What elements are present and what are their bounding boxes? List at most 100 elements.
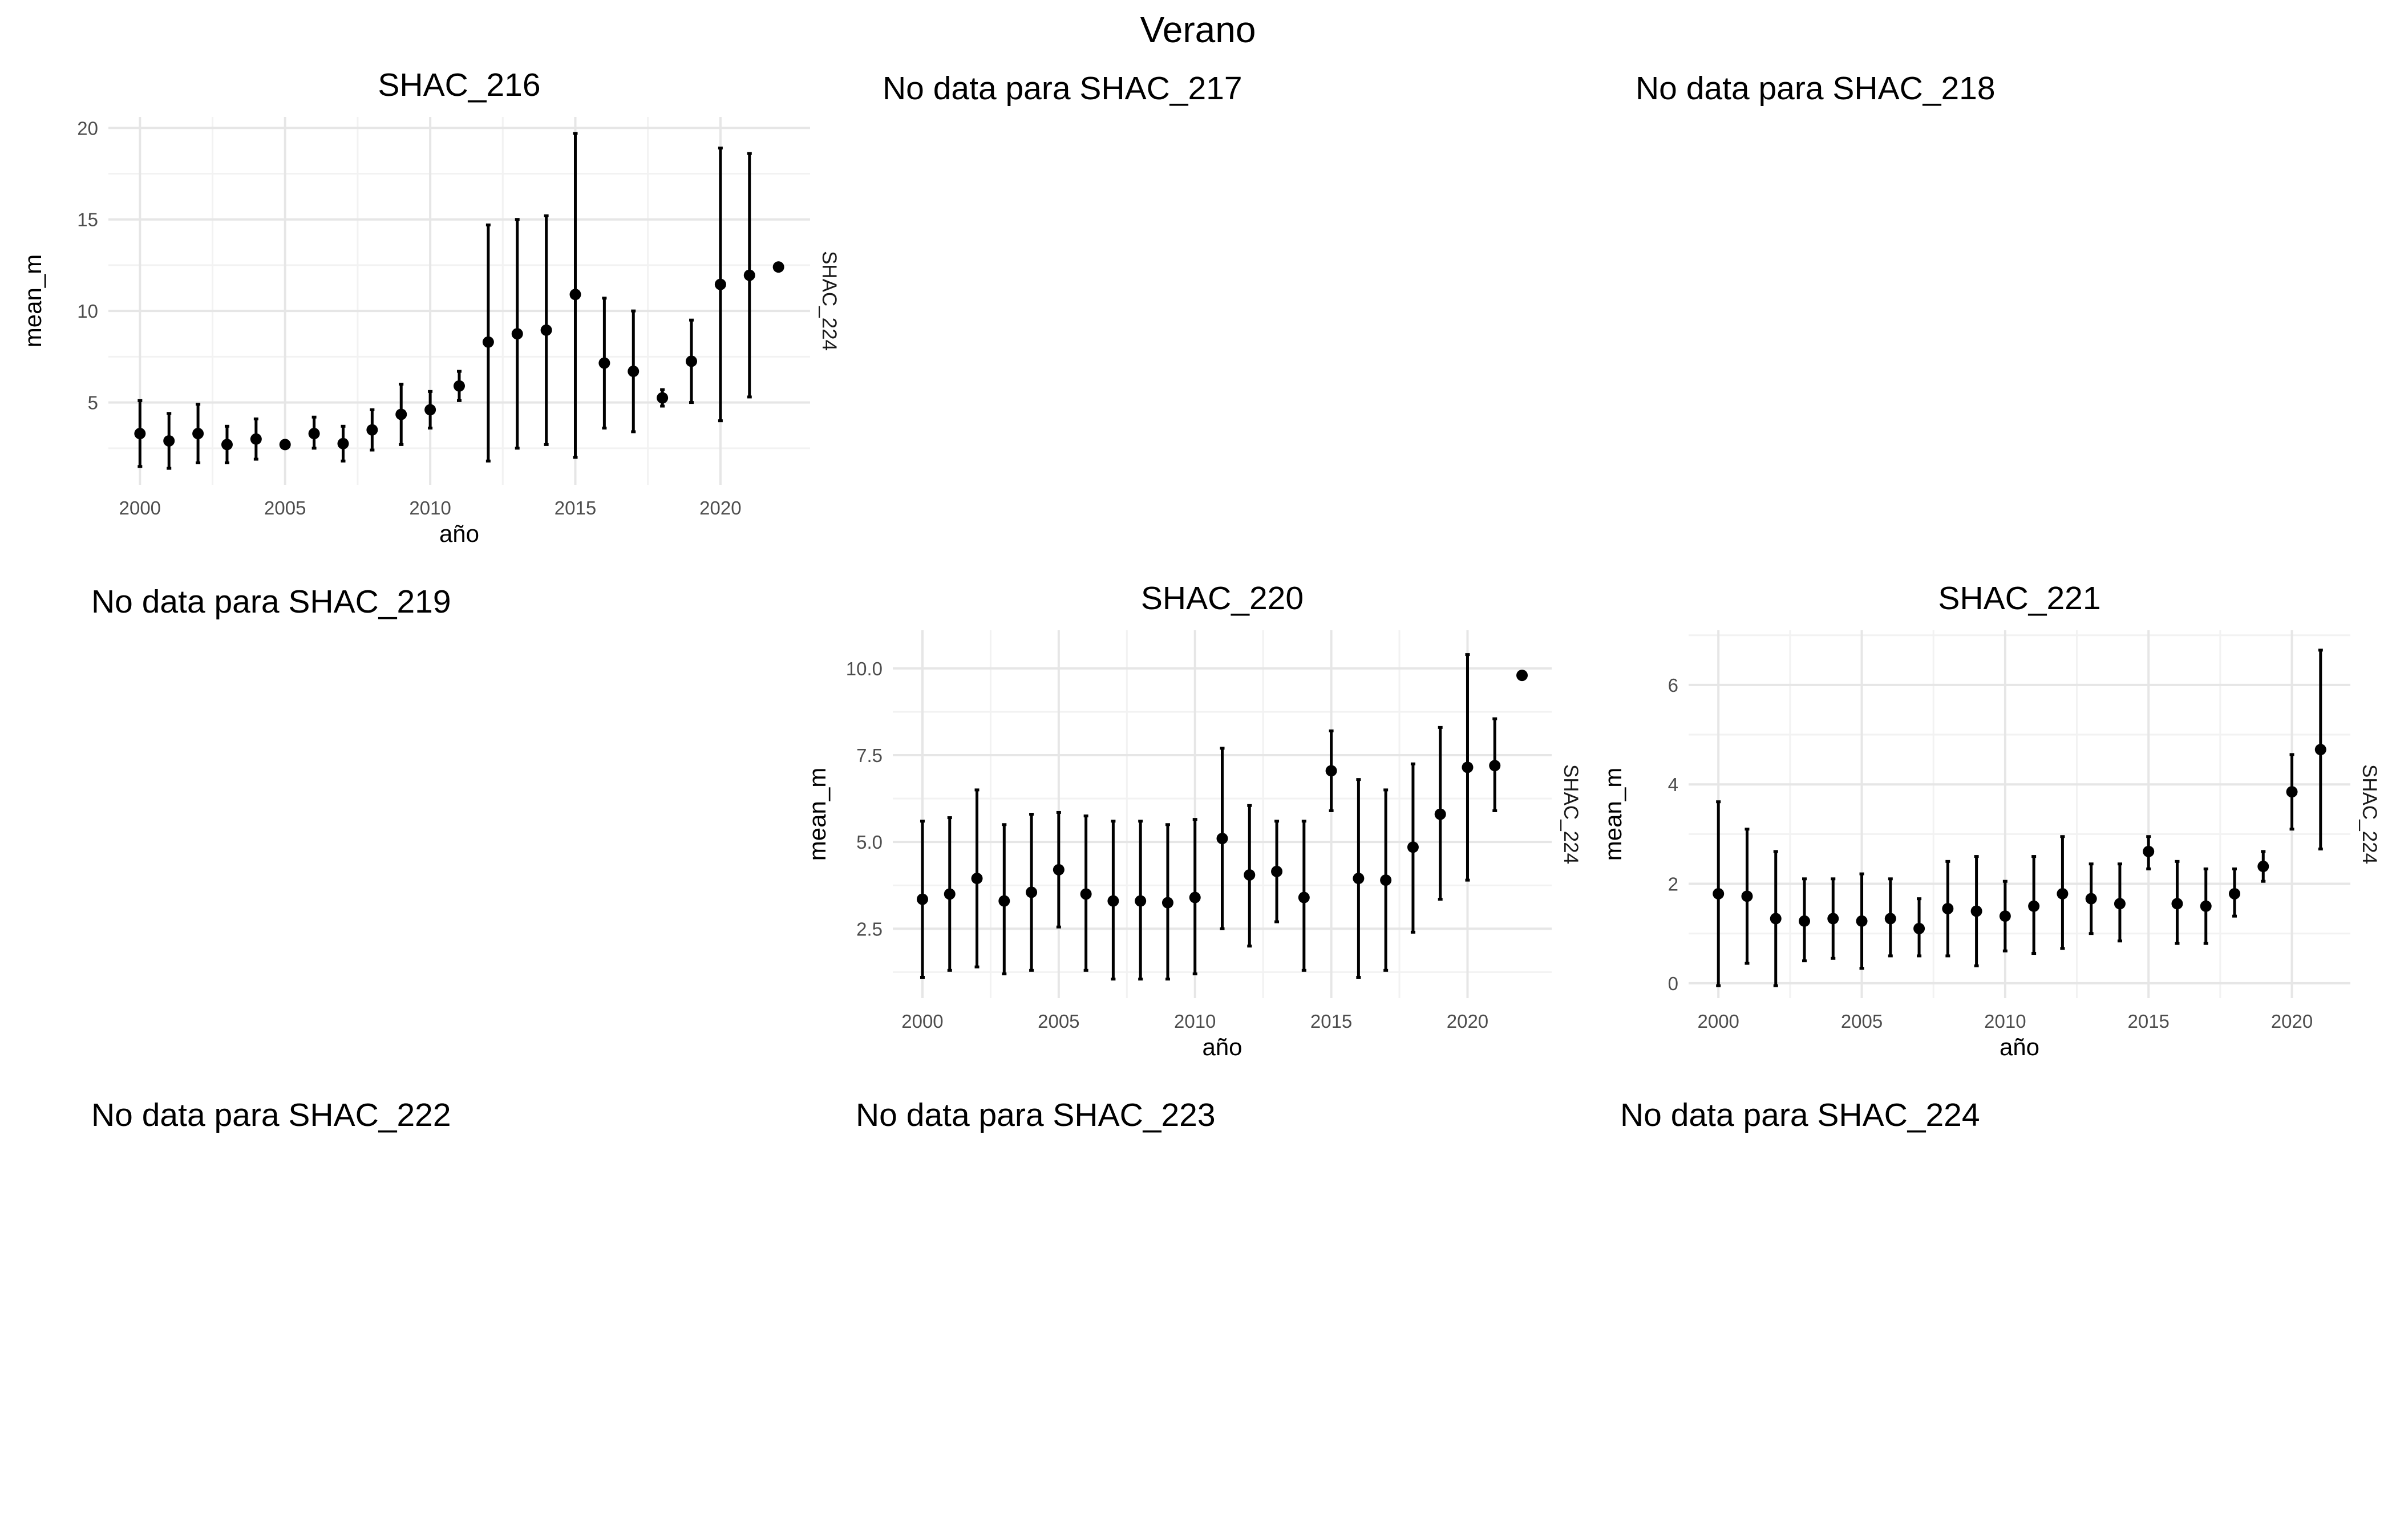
data-point bbox=[1325, 765, 1337, 777]
data-point bbox=[424, 404, 436, 416]
data-point bbox=[1489, 760, 1501, 772]
x-tick-label: 2005 bbox=[1038, 1011, 1079, 1032]
data-point bbox=[1216, 833, 1228, 845]
x-tick-label: 2010 bbox=[1174, 1011, 1216, 1032]
data-point bbox=[598, 357, 610, 369]
data-point bbox=[1434, 808, 1446, 820]
y-tick-label: 2 bbox=[1668, 874, 1678, 895]
data-point bbox=[2314, 744, 2326, 756]
y-tick-label: 0 bbox=[1668, 973, 1678, 994]
x-tick-label: 2015 bbox=[555, 497, 596, 518]
data-point bbox=[366, 424, 378, 436]
data-point bbox=[279, 439, 291, 451]
data-point bbox=[916, 893, 928, 905]
data-point bbox=[714, 278, 726, 290]
data-point bbox=[2229, 887, 2240, 899]
data-point bbox=[1713, 887, 1725, 899]
data-point bbox=[1913, 922, 1925, 934]
data-point bbox=[2257, 861, 2269, 873]
data-point bbox=[1244, 869, 1256, 881]
data-point bbox=[2114, 898, 2126, 910]
data-point bbox=[1942, 903, 1954, 915]
chart-shac220: 2000 2005 2010 2015 2020 2.5 5.0 7.5 10.0 año mean… bbox=[804, 580, 1582, 1060]
data-point bbox=[1026, 886, 1038, 898]
data-point bbox=[395, 408, 407, 420]
data-point bbox=[2286, 786, 2298, 798]
data-point bbox=[2200, 900, 2212, 912]
chart-shac216: 2000 2005 2010 2015 2020 5 10 15 20 año mean_m SHAC… bbox=[19, 67, 840, 547]
x-tick-label: 2010 bbox=[1984, 1011, 2026, 1032]
data-point bbox=[1856, 915, 1868, 927]
x-axis-title: año bbox=[1202, 1034, 1242, 1060]
data-point bbox=[686, 355, 698, 367]
x-axis-title: año bbox=[2000, 1034, 2039, 1060]
no-data-label-shac223: No data para SHAC_223 bbox=[856, 1097, 1216, 1133]
y-tick-label: 7.5 bbox=[856, 745, 883, 766]
x-axis-title: año bbox=[439, 520, 479, 547]
data-point bbox=[998, 895, 1010, 907]
data-point bbox=[192, 428, 204, 440]
x-tick-label: 2020 bbox=[1447, 1011, 1488, 1032]
data-point bbox=[163, 435, 175, 447]
data-point bbox=[337, 437, 349, 449]
data-point bbox=[134, 428, 146, 440]
y-tick-label: 6 bbox=[1668, 675, 1678, 696]
panel-title: SHAC_221 bbox=[1938, 580, 2100, 617]
data-point bbox=[308, 428, 320, 440]
data-point bbox=[1462, 761, 1474, 773]
data-point bbox=[1970, 905, 1982, 917]
facet-strip-label: SHAC_224 bbox=[2358, 764, 2381, 864]
x-tick-label: 2020 bbox=[2271, 1011, 2313, 1032]
data-point bbox=[971, 873, 983, 885]
data-point bbox=[944, 888, 956, 900]
data-point bbox=[1189, 891, 1201, 903]
data-point bbox=[1741, 890, 1753, 902]
x-tick-label: 2000 bbox=[1697, 1011, 1739, 1032]
data-point bbox=[569, 289, 581, 301]
data-point bbox=[221, 439, 233, 451]
y-tick-label: 5.0 bbox=[856, 832, 883, 853]
data-point bbox=[2171, 898, 2183, 910]
data-point bbox=[2028, 900, 2040, 912]
y-tick-label: 10 bbox=[77, 301, 98, 322]
x-tick-label: 2005 bbox=[264, 497, 306, 518]
panel-title: SHAC_216 bbox=[378, 67, 540, 103]
data-point bbox=[540, 324, 552, 336]
y-tick-label: 5 bbox=[88, 392, 98, 414]
data-point bbox=[2143, 845, 2155, 857]
y-tick-label: 20 bbox=[77, 117, 98, 139]
facet-strip-label: SHAC_224 bbox=[818, 251, 840, 351]
data-point bbox=[1080, 888, 1092, 900]
x-tick-label: 2000 bbox=[901, 1011, 943, 1032]
chart-shac221: 2000 2005 2010 2015 2020 0 2 4 6 año mean_m SHAC_22… bbox=[1600, 580, 2381, 1060]
no-data-label-shac224: No data para SHAC_224 bbox=[1620, 1097, 1980, 1133]
data-point bbox=[482, 336, 494, 348]
data-point bbox=[2057, 887, 2069, 899]
x-tick-label: 2015 bbox=[1310, 1011, 1352, 1032]
data-point bbox=[1407, 841, 1419, 853]
data-point bbox=[1516, 670, 1528, 682]
data-point bbox=[1053, 864, 1065, 876]
data-point bbox=[1135, 895, 1147, 907]
y-tick-label: 2.5 bbox=[856, 918, 883, 939]
facet-strip-label: SHAC_224 bbox=[1560, 764, 1582, 864]
data-point bbox=[1770, 913, 1782, 925]
data-point bbox=[1271, 865, 1283, 877]
data-point bbox=[1999, 910, 2011, 922]
data-point bbox=[743, 269, 755, 281]
data-point bbox=[772, 261, 784, 273]
no-data-label-shac219: No data para SHAC_219 bbox=[91, 583, 451, 620]
data-point bbox=[1353, 873, 1365, 885]
y-tick-label: 15 bbox=[77, 209, 98, 230]
data-point bbox=[1380, 874, 1392, 886]
data-point bbox=[1799, 915, 1810, 927]
y-axis-title: mean_m bbox=[804, 768, 831, 861]
x-tick-label: 2010 bbox=[409, 497, 451, 518]
data-point bbox=[628, 366, 640, 378]
x-tick-label: 2000 bbox=[119, 497, 161, 518]
x-tick-label: 2020 bbox=[699, 497, 741, 518]
no-data-label-shac218: No data para SHAC_218 bbox=[1636, 70, 1996, 107]
data-point bbox=[1298, 891, 1310, 903]
x-tick-label: 2005 bbox=[1841, 1011, 1883, 1032]
data-point bbox=[657, 392, 669, 404]
